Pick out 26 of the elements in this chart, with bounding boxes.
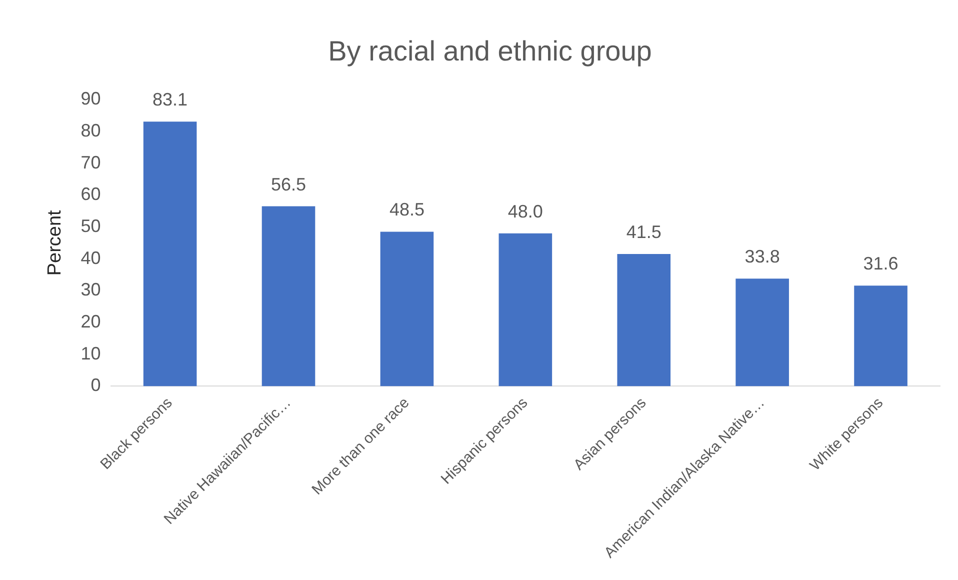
bar xyxy=(498,233,552,386)
bar xyxy=(262,206,316,386)
data-label: 83.1 xyxy=(152,90,188,110)
y-tick-label: 60 xyxy=(80,184,101,204)
data-label: 31.6 xyxy=(863,254,898,274)
data-label: 33.8 xyxy=(744,246,780,267)
y-tick-label: 10 xyxy=(80,343,101,364)
y-axis-title: Percent xyxy=(44,209,66,276)
data-label: 48.5 xyxy=(389,200,424,220)
bar xyxy=(617,254,671,386)
y-tick-label: 90 xyxy=(80,88,101,109)
bar xyxy=(854,286,908,386)
bar xyxy=(380,232,434,386)
data-label: 48.0 xyxy=(508,201,543,222)
data-label: 41.5 xyxy=(626,222,662,242)
y-tick-label: 40 xyxy=(80,248,101,268)
chart-title: By racial and ethnic group xyxy=(328,36,652,67)
data-label: 56.5 xyxy=(270,174,306,194)
bar xyxy=(736,278,789,386)
y-tick-label: 50 xyxy=(80,216,101,236)
y-tick-label: 30 xyxy=(80,280,101,300)
y-tick-label: 70 xyxy=(80,152,101,172)
bar xyxy=(143,122,197,386)
y-tick-label: 20 xyxy=(80,312,101,332)
y-tick-label: 0 xyxy=(90,375,101,396)
y-tick-label: 80 xyxy=(80,120,101,140)
